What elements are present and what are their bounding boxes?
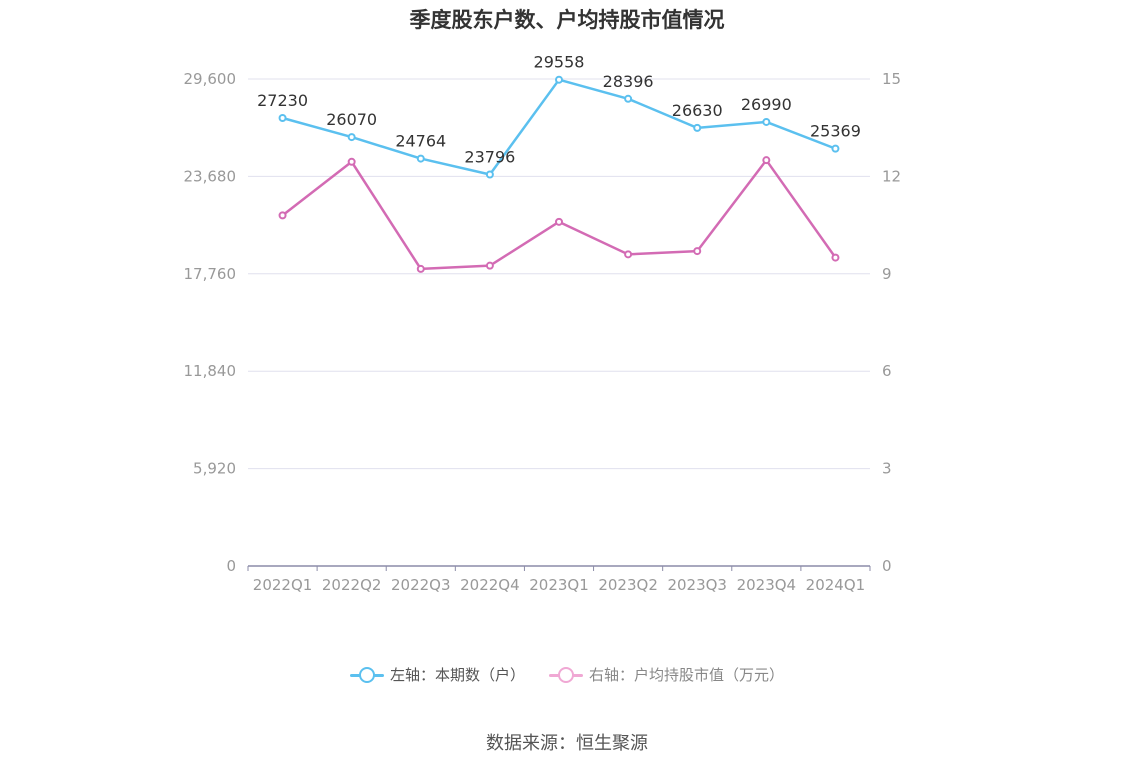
x-axis-tick-label: 2022Q3 — [391, 576, 451, 594]
data-point-left — [278, 113, 287, 122]
x-axis-tick-label: 2023Q4 — [737, 576, 797, 594]
data-point-right — [624, 250, 633, 259]
data-point-right — [555, 217, 563, 226]
legend: 左轴：本期数（户） 右轴：户均持股市值（万元） — [0, 664, 1134, 685]
data-point-left — [416, 154, 425, 163]
right-axis-tick-label: 3 — [882, 460, 892, 478]
data-point-left — [555, 75, 563, 84]
data-point-right — [347, 157, 356, 166]
right-axis-tick-label: 15 — [882, 70, 901, 88]
data-label: 29558 — [534, 53, 585, 72]
data-point-left — [347, 133, 356, 142]
x-axis-tick-label: 2022Q2 — [322, 576, 382, 594]
left-axis-tick-label: 11,840 — [184, 362, 237, 380]
legend-left-swatch-icon — [349, 666, 384, 683]
right-axis-tick-label: 12 — [882, 167, 901, 185]
legend-right-label: 右轴：户均持股市值（万元） — [589, 666, 785, 684]
left-axis-tick-label: 29,600 — [184, 70, 237, 88]
data-label: 24764 — [395, 132, 446, 151]
data-label: 25369 — [810, 122, 861, 141]
data-source: 数据来源：恒生聚源 — [486, 733, 648, 754]
data-point-left — [624, 94, 633, 103]
legend-item-right-series[interactable]: 右轴：户均持股市值（万元） — [549, 664, 784, 685]
x-axis-tick-label: 2022Q1 — [253, 576, 313, 594]
x-axis-tick-label: 2023Q2 — [598, 576, 658, 594]
data-point-right — [416, 264, 425, 273]
data-point-left — [485, 170, 494, 179]
legend-left-label: 左轴：本期数（户） — [389, 666, 525, 684]
x-axis-tick-label: 2023Q1 — [529, 576, 589, 594]
data-label: 26990 — [741, 95, 792, 114]
data-point-left — [831, 144, 840, 153]
data-label: 28396 — [603, 72, 654, 91]
data-label: 26630 — [672, 101, 723, 120]
x-axis-tick-label: 2024Q1 — [806, 576, 866, 594]
legend-item-left-series[interactable]: 左轴：本期数（户） — [349, 664, 525, 685]
chart-title: 季度股东户数、户均持股市值情况 — [409, 8, 725, 32]
left-axis-tick-label: 17,760 — [184, 265, 237, 283]
legend-right-swatch-icon — [549, 666, 583, 683]
x-axis-tick-label: 2023Q3 — [667, 576, 727, 594]
right-axis-tick-label: 6 — [882, 362, 892, 380]
left-axis-tick-label: 0 — [226, 557, 236, 575]
data-point-right — [831, 253, 840, 262]
data-point-right — [762, 156, 771, 165]
data-label: 27230 — [257, 91, 308, 110]
left-axis-tick-label: 5,920 — [193, 460, 236, 478]
right-axis-tick-label: 0 — [882, 557, 892, 575]
data-point-right — [278, 211, 287, 220]
data-label: 26070 — [326, 110, 377, 129]
data-point-left — [762, 117, 771, 126]
data-point-left — [693, 123, 702, 132]
left-axis-tick-label: 23,680 — [184, 167, 237, 185]
data-point-right — [485, 261, 494, 270]
data-point-right — [693, 247, 702, 256]
x-axis-tick-label: 2022Q4 — [460, 576, 520, 594]
data-label: 23796 — [464, 147, 515, 166]
right-axis-tick-label: 9 — [882, 265, 892, 283]
